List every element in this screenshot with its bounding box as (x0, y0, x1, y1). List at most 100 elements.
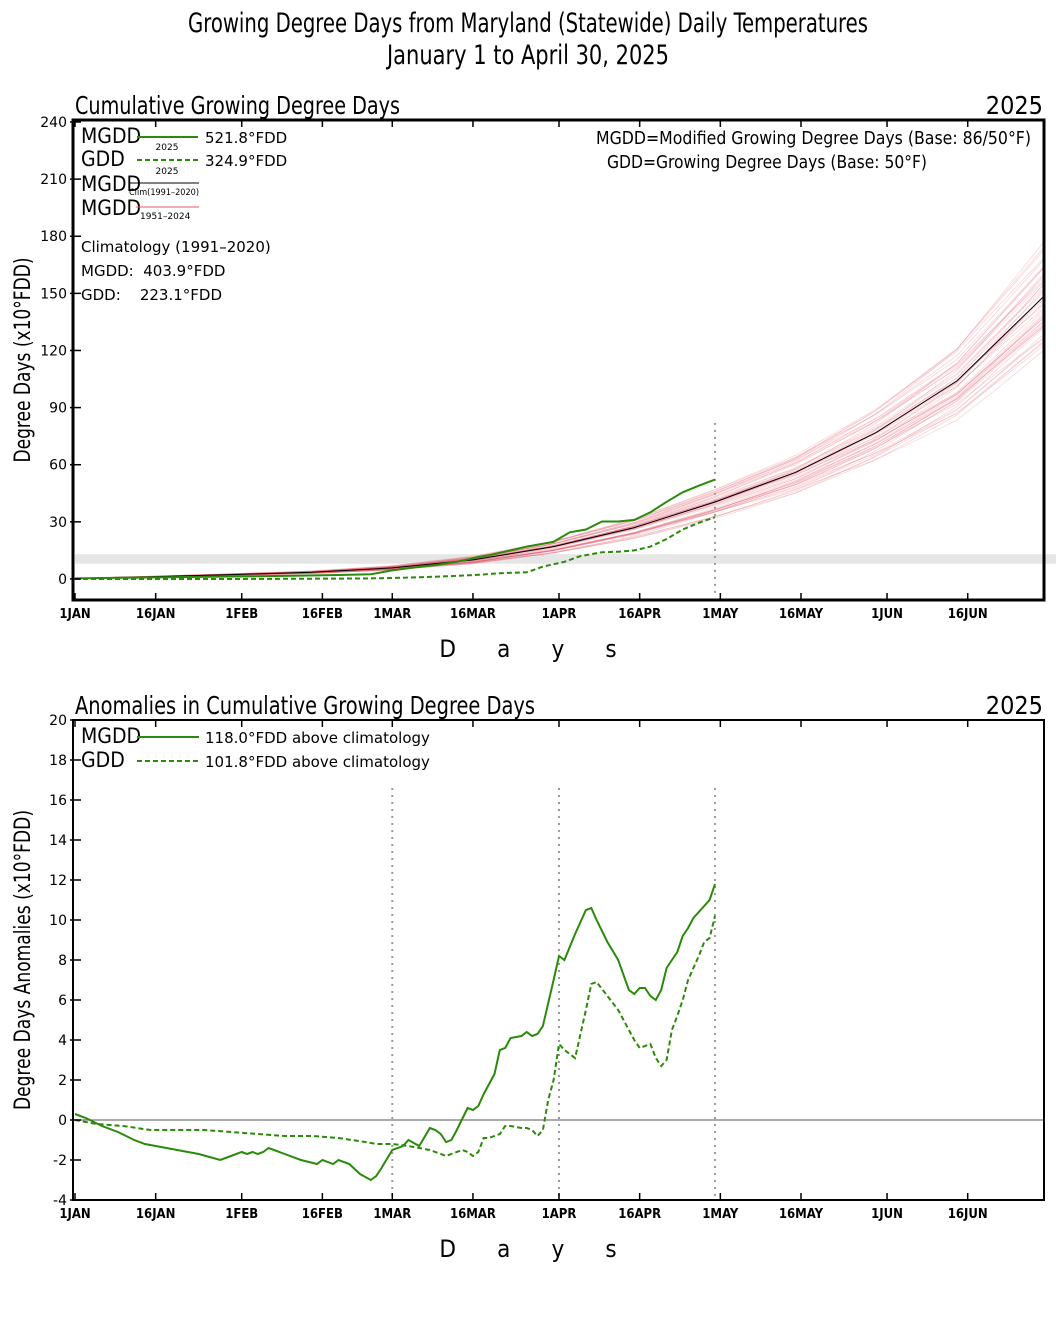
history-line (74, 338, 1044, 579)
panel1-subtitle: Cumulative Growing Degree Days (75, 91, 400, 120)
panel2-xlabel: D a y s (439, 1235, 616, 1263)
panel1-legend: MGDD 2025 521.8°FDD GDD 2025 324.9°FDD M… (81, 124, 287, 222)
panel1-xtick-label: 16FEB (302, 607, 343, 622)
legend2-gdd-text: 101.8°FDD above climatology (205, 753, 430, 771)
panel1-ytick-label: 210 (40, 172, 67, 188)
panel2-ytick-label: 10 (49, 913, 67, 929)
legend-mgdd-value: 521.8°FDD (205, 129, 287, 147)
legend-gdd-sub: 2025 (156, 167, 179, 177)
panel1-ytick-label: 60 (49, 458, 67, 474)
panel2-xtick-label: 16FEB (302, 1207, 343, 1222)
legend-hist-sub: 1951–2024 (140, 212, 191, 222)
definition-gdd: GDD=Growing Degree Days (Base: 50°F) (607, 152, 927, 173)
panel2-xtick-label: 16JAN (136, 1207, 175, 1222)
panel1-xtick-label: 1JAN (59, 607, 90, 622)
mgdd-anomaly-line (74, 883, 716, 1182)
history-line (74, 282, 1044, 579)
panel2-xtick-label: 1APR (542, 1207, 577, 1222)
panel1-ytick-label: 180 (40, 229, 67, 245)
history-line (74, 345, 1044, 579)
history-line (74, 334, 1044, 579)
panel2-ytick-label: 20 (49, 713, 67, 729)
panel2-legend: MGDD 118.0°FDD above climatology GDD 101… (81, 724, 430, 772)
climatology-mgdd: MGDD: 403.9°FDD (81, 262, 225, 280)
legend2-mgdd-label: MGDD (81, 724, 141, 748)
legend2-gdd-label: GDD (81, 748, 125, 772)
panel2-xtick-label: 1MAY (702, 1207, 739, 1222)
panel1-series (74, 296, 1044, 580)
panel1-xtick-label: 1MAY (702, 607, 739, 622)
history-line (74, 247, 1044, 579)
legend-mgdd-sub: 2025 (156, 143, 179, 153)
history-line (74, 297, 1044, 579)
history-line (74, 258, 1044, 579)
history-line (74, 337, 1044, 579)
panel2-subtitle: Anomalies in Cumulative Growing Degree D… (75, 691, 535, 720)
panel1-xtick-label: 1JUN (871, 607, 903, 622)
panel1-year: 2025 (986, 91, 1043, 120)
panel1-ytick-label: 240 (40, 115, 67, 131)
legend-clim-sub: Clim(1991–2020) (129, 188, 199, 198)
panel2-ytick-label: 18 (49, 753, 67, 769)
panel1-y-axis: 0 30 60 90 120 150 180 210 240 (40, 115, 81, 588)
panel2-y-axis: -4 -2 0 2 4 6 8 10 12 14 16 18 20 (49, 713, 81, 1209)
legend-hist-label: MGDD (81, 196, 141, 220)
panel2-ytick-label: -4 (53, 1193, 67, 1209)
panel2-ytick-label: 16 (49, 793, 67, 809)
history-line (74, 260, 1044, 579)
history-line (74, 299, 1044, 579)
panel1-xtick-label: 16MAR (450, 607, 496, 622)
panel1-xtick-label: 1APR (542, 607, 577, 622)
panel2-ytick-label: 14 (49, 833, 67, 849)
panel2-ytick-label: 12 (49, 873, 67, 889)
panel2-xtick-label: 16MAY (779, 1207, 824, 1222)
legend-gdd-value: 324.9°FDD (205, 152, 287, 170)
panel1-xtick-label: 16MAY (779, 607, 824, 622)
history-line (74, 342, 1044, 579)
legend-gdd-label: GDD (81, 147, 125, 171)
panel2-xtick-label: 16APR (618, 1207, 661, 1222)
panel1-xlabel: D a y s (439, 635, 616, 663)
panel2-ytick-label: 4 (58, 1033, 67, 1049)
panel2-ytick-label: 0 (58, 1113, 67, 1129)
panel1-frame (71, 118, 1046, 602)
panel1-x-axis: 1JAN 16JAN 1FEB 16FEB 1MAR 16MAR 1APR 16APR 1MAY… (59, 120, 988, 622)
panel2-xtick-label: 1FEB (225, 1207, 258, 1222)
panel1-ytick-label: 90 (49, 401, 67, 417)
panel2-series (74, 883, 716, 1182)
panel1-ytick-label: 150 (40, 286, 67, 302)
panel2-ytick-label: -2 (53, 1153, 67, 1169)
panel1-xtick-label: 16APR (618, 607, 661, 622)
definition-mgdd: MGDD=Modified Growing Degree Days (Base:… (596, 128, 1031, 149)
panel2-x-axis: 1JAN 16JAN 1FEB 16FEB 1MAR 16MAR 1APR 16APR 1MAY… (59, 720, 988, 1222)
gdd-anomaly-line (74, 915, 716, 1158)
anomaly-panel: Anomalies in Cumulative Growing Degree D… (11, 691, 1045, 1263)
panel2-xtick-label: 1JAN (59, 1207, 90, 1222)
climatology-gdd: GDD: 223.1°FDD (81, 286, 222, 304)
history-line (74, 350, 1044, 579)
panel1-ytick-label: 30 (49, 515, 67, 531)
history-line (74, 341, 1044, 579)
climatology-heading: Climatology (1991–2020) (81, 238, 271, 256)
legend-mgdd-label: MGDD (81, 124, 141, 148)
panel2-xtick-label: 16JUN (948, 1207, 988, 1222)
history-line (74, 304, 1044, 579)
legend-clim-label: MGDD (81, 172, 141, 196)
legend2-mgdd-text: 118.0°FDD above climatology (205, 729, 430, 747)
history-line (74, 278, 1044, 579)
panel2-reference-lines (75, 788, 1043, 1200)
panel1-ytick-label: 120 (40, 343, 67, 359)
cumulative-panel: Cumulative Growing Degree Days 2025 0 30 6… (11, 91, 1056, 663)
panel1-xtick-label: 16JUN (948, 607, 988, 622)
gdd-2025-line (75, 516, 716, 580)
history-line (74, 242, 1044, 579)
panel2-xtick-label: 1JUN (871, 1207, 903, 1222)
panel1-xtick-label: 1FEB (225, 607, 258, 622)
panel2-ylabel: Degree Days Anomalies (x10°FDD) (11, 810, 36, 1110)
panel1-ytick-label: 0 (58, 572, 67, 588)
panel1-xtick-label: 16JAN (136, 607, 175, 622)
mgdd-2025-line (74, 478, 716, 580)
climatology-line (74, 296, 1044, 579)
panel2-ytick-label: 6 (58, 993, 67, 1009)
figure-title-line2: January 1 to April 30, 2025 (385, 40, 669, 71)
